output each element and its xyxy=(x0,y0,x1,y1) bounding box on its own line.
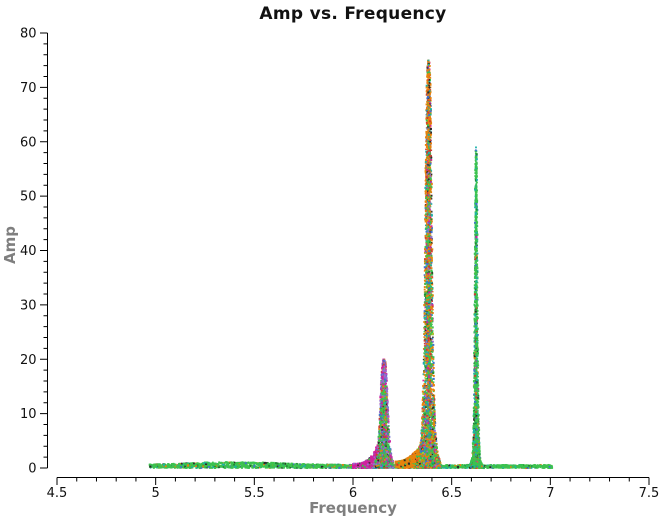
chart-title: Amp vs. Frequency xyxy=(259,4,447,24)
y-tick-label: 70 xyxy=(20,81,37,96)
y-tick-label: 20 xyxy=(20,353,37,368)
y-axis-label: Amp xyxy=(1,226,19,264)
y-tick-label: 50 xyxy=(20,190,37,205)
y-tick-label: 40 xyxy=(20,244,37,259)
x-axis-label: Frequency xyxy=(309,499,397,517)
y-tick-label: 80 xyxy=(20,27,37,42)
y-tick-label: 0 xyxy=(28,462,36,477)
x-tick-label: 5.5 xyxy=(244,486,265,501)
y-tick-label: 60 xyxy=(20,135,37,150)
x-tick-label: 7 xyxy=(546,486,554,501)
x-tick-label: 4.5 xyxy=(47,486,68,501)
x-tick-label: 5 xyxy=(152,486,160,501)
y-tick-label: 30 xyxy=(20,298,37,313)
y-tick-label: 10 xyxy=(20,407,37,422)
x-tick-label: 6 xyxy=(349,486,357,501)
x-tick-label: 7.5 xyxy=(639,486,660,501)
x-tick-label: 6.5 xyxy=(441,486,462,501)
